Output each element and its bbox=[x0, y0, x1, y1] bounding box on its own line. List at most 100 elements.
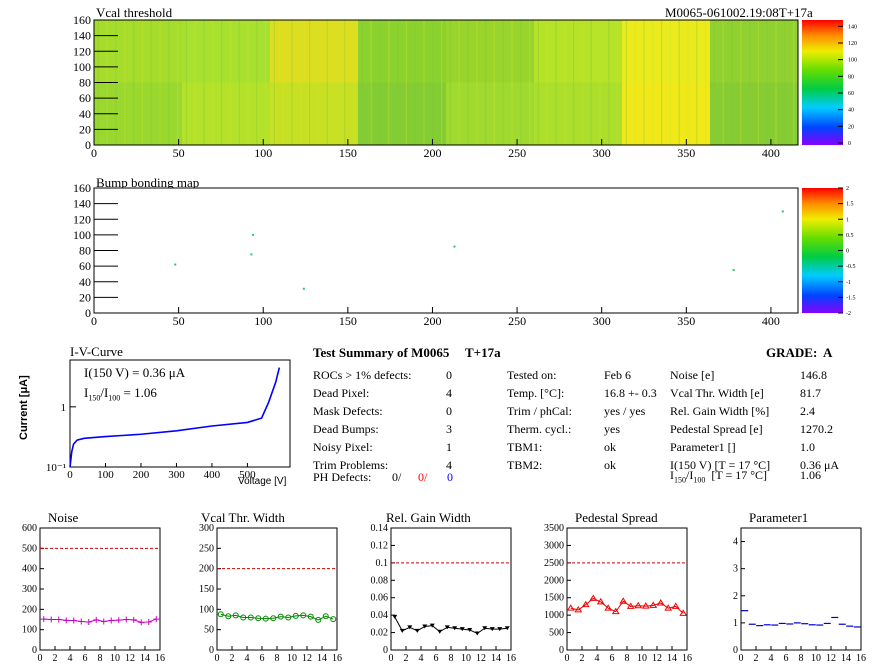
colorbar-tick-label: 20 bbox=[848, 124, 854, 130]
roc-plot-title: Parameter1 bbox=[749, 510, 809, 525]
dead-bump-point bbox=[174, 263, 177, 266]
dead-bump-point bbox=[252, 233, 255, 236]
grade-label: GRADE: A bbox=[766, 345, 833, 360]
data-point bbox=[604, 604, 613, 611]
dead-bump-point bbox=[453, 245, 456, 248]
colorbar-tick-label: 0.5 bbox=[846, 233, 854, 239]
data-point bbox=[671, 602, 680, 609]
roc-cell bbox=[446, 82, 534, 145]
roc-cell bbox=[534, 20, 622, 83]
data-point bbox=[315, 616, 322, 623]
y-tick-label: 0 bbox=[559, 645, 564, 656]
vcal-map-title: Vcal threshold bbox=[96, 5, 173, 20]
y-tick-label: 40 bbox=[79, 107, 91, 121]
data-point bbox=[277, 613, 284, 620]
x-tick-label: 300 bbox=[593, 314, 611, 328]
x-tick-label: 0 bbox=[215, 653, 220, 664]
data-point bbox=[115, 617, 122, 624]
x-tick-label: 0 bbox=[565, 653, 570, 664]
x-tick-label: 250 bbox=[508, 146, 526, 160]
parameter-row-value: 1270.2 bbox=[800, 422, 833, 436]
roc-cell bbox=[270, 82, 358, 145]
y-tick-label: 3000 bbox=[544, 540, 564, 551]
parameter-row-value: 146.8 bbox=[800, 368, 827, 382]
data-point bbox=[664, 604, 673, 611]
data-point bbox=[55, 616, 62, 623]
x-tick-label: 200 bbox=[423, 146, 441, 160]
colorbar-tick-label: -0.5 bbox=[846, 264, 856, 270]
parameter-row-value: 2.4 bbox=[800, 404, 815, 418]
x-tick-label: 0 bbox=[739, 653, 744, 664]
y-tick-label: 20 bbox=[79, 122, 91, 136]
x-tick-label: 2 bbox=[754, 653, 759, 664]
x-tick-label: 8 bbox=[449, 653, 454, 664]
roc-cell bbox=[622, 20, 710, 83]
defect-row-label: Dead Pixel: bbox=[313, 386, 370, 400]
y-tick-label: 20 bbox=[79, 290, 91, 304]
x-tick-label: 150 bbox=[339, 146, 357, 160]
iv-current-label: I(150 V) = 0.36 μA bbox=[84, 365, 186, 380]
series-line bbox=[43, 618, 157, 623]
roc-plot-title: Rel. Gain Width bbox=[386, 510, 471, 525]
data-point bbox=[85, 618, 92, 625]
data-point bbox=[437, 629, 443, 634]
y-tick-label: 1 bbox=[61, 402, 67, 414]
x-tick-label: 14 bbox=[491, 653, 501, 664]
y-tick-label: 200 bbox=[199, 564, 214, 575]
roc-cell bbox=[534, 82, 622, 145]
y-tick-label: 100 bbox=[22, 625, 37, 636]
data-point bbox=[93, 616, 100, 623]
x-tick-label: 500 bbox=[239, 469, 256, 481]
x-tick-label: 10 bbox=[811, 653, 821, 664]
x-tick-label: 0 bbox=[67, 469, 73, 481]
y-tick-label: 0.02 bbox=[371, 628, 389, 639]
x-tick-label: 4 bbox=[769, 653, 774, 664]
data-point bbox=[262, 615, 269, 622]
roc-plot-2: 0 2 4 6 8 10 12 14 1600.020.040.060.080.10.120.1… bbox=[371, 523, 517, 664]
y-tick-label: 0.04 bbox=[371, 610, 389, 621]
bump-colorbar bbox=[802, 188, 843, 313]
y-tick-label: 0.14 bbox=[371, 523, 389, 534]
x-tick-label: 10 bbox=[461, 653, 471, 664]
vcal-threshold-map: 0 50 100 150 200 250 300 350 4000204060801001201… bbox=[73, 13, 857, 160]
defect-row-value: 1 bbox=[446, 440, 452, 454]
series-line bbox=[394, 616, 508, 635]
x-tick-label: 100 bbox=[97, 469, 114, 481]
colorbar-tick-label: 1 bbox=[846, 217, 849, 223]
x-tick-label: 200 bbox=[133, 469, 150, 481]
x-tick-label: 0 bbox=[38, 653, 43, 664]
parameter-row-label: Parameter1 [] bbox=[670, 440, 736, 454]
y-tick-label: 300 bbox=[22, 584, 37, 595]
data-point bbox=[459, 627, 465, 632]
condition-row-label: Tested on: bbox=[507, 368, 557, 382]
parameter-row-label: Pedestal Spread [e] bbox=[670, 422, 763, 436]
x-tick-label: 12 bbox=[826, 653, 836, 664]
data-point bbox=[392, 614, 398, 619]
data-point bbox=[429, 623, 435, 628]
data-point bbox=[634, 601, 643, 609]
data-point bbox=[145, 618, 152, 625]
x-tick-label: 14 bbox=[667, 653, 677, 664]
y-tick-label: 100 bbox=[73, 228, 91, 242]
data-point bbox=[566, 604, 575, 611]
defect-row-label: Mask Defects: bbox=[313, 404, 383, 418]
y-tick-label: 300 bbox=[199, 523, 214, 534]
colorbar-tick-label: -1.5 bbox=[846, 295, 856, 301]
condition-row-value: ok bbox=[604, 440, 616, 454]
x-tick-label: 2 bbox=[230, 653, 235, 664]
y-tick-label: 120 bbox=[73, 44, 91, 58]
colorbar-tick-label: 100 bbox=[848, 58, 857, 64]
series-line bbox=[570, 597, 684, 614]
defect-row-label: Trim Problems: bbox=[313, 458, 389, 472]
data-point bbox=[270, 615, 277, 622]
data-point bbox=[78, 618, 85, 625]
data-point bbox=[292, 612, 299, 619]
y-tick-label: 0.12 bbox=[371, 540, 389, 551]
y-tick-label: 600 bbox=[22, 523, 37, 534]
colorbar-tick-label: 2 bbox=[846, 186, 849, 192]
x-tick-label: 400 bbox=[204, 469, 221, 481]
parameter-row-label: I(150 V) [T = 17 °C] bbox=[670, 458, 771, 472]
y-tick-label: 2 bbox=[733, 591, 738, 602]
colorbar-tick-label: 1.5 bbox=[846, 202, 854, 208]
